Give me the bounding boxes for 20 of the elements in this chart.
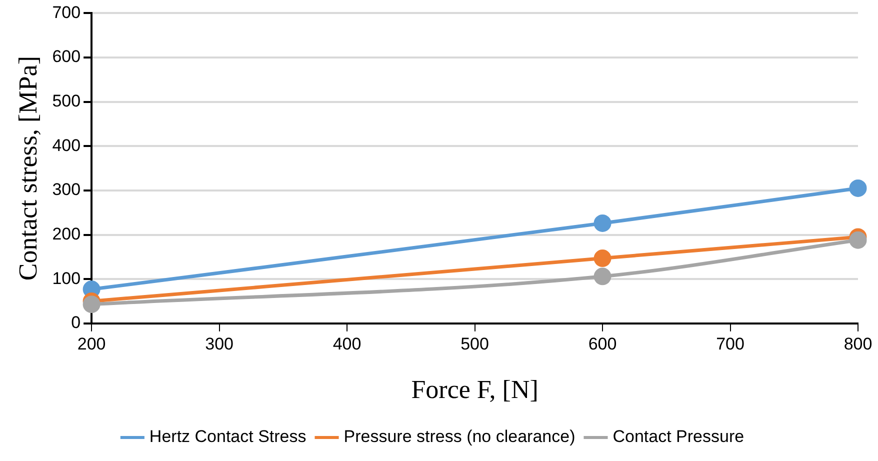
x-tick-label: 800 <box>844 334 872 354</box>
legend-label: Contact Pressure <box>612 427 744 446</box>
y-tick-label: 100 <box>52 268 81 288</box>
y-tick-label: 200 <box>52 224 81 244</box>
y-tick-label: 600 <box>52 47 81 66</box>
x-tick-label: 700 <box>716 334 744 354</box>
y-tick-label: 400 <box>52 136 81 155</box>
x-tick-label: 300 <box>205 334 234 354</box>
y-tick-label: 0 <box>71 313 81 332</box>
y-tick-label: 700 <box>52 2 81 22</box>
x-axis-title: Force F, [N] <box>411 375 538 404</box>
x-tick-label: 600 <box>588 334 617 354</box>
x-tick-label: 500 <box>460 334 489 354</box>
y-tick-label: 500 <box>52 92 81 111</box>
y-tick-label: 300 <box>52 180 81 200</box>
x-tick-label: 200 <box>77 334 106 354</box>
x-tick-label: 400 <box>332 334 362 354</box>
y-axis-title: Contact stress, [MPa] <box>13 56 42 281</box>
legend-label: Hertz Contact Stress <box>149 427 306 446</box>
legend-label: Pressure stress (no clearance) <box>344 427 576 446</box>
